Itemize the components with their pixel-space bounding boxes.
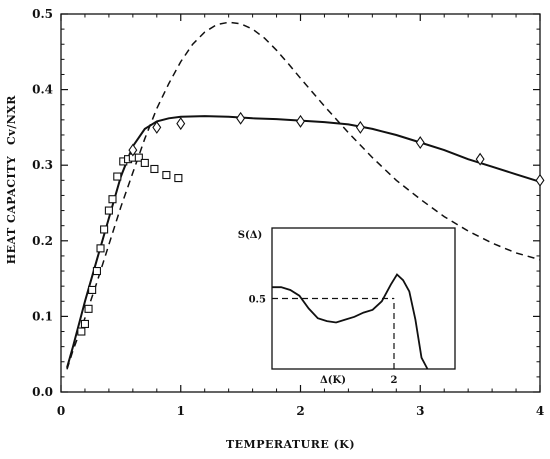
square-data-point — [108, 195, 117, 204]
diamond-data-point — [152, 120, 162, 134]
y-tick-label: 0.2 — [32, 234, 53, 248]
x-tick-label: 1 — [177, 404, 185, 418]
y-tick-label: 0.4 — [32, 83, 53, 97]
inset-y-tick-label: 0.5 — [249, 295, 266, 306]
square-data-point — [77, 327, 86, 336]
main-plot: 0 1 2 3 4 0.0 0.1 0.2 0.3 0.4 0.5 TEMPERATURE (K) HE… — [5, 7, 545, 451]
square-data-point — [174, 174, 183, 183]
square-data-point — [162, 170, 171, 180]
inset-plot: 0.5 2 S(Δ) Δ(K) — [238, 227, 456, 386]
square-data-point — [100, 225, 109, 234]
diamond-data-point — [128, 143, 138, 157]
diamond-data-point — [296, 114, 305, 128]
x-tick-label: 2 — [296, 404, 304, 418]
inset-y-axis-label: S(Δ) — [238, 230, 262, 241]
square-data-point — [80, 319, 89, 329]
square-data-point — [104, 206, 113, 215]
y-tick-label: 0.5 — [32, 7, 53, 21]
square-data-point — [113, 172, 122, 181]
square-data-point — [88, 285, 97, 294]
diamond-data-point — [176, 117, 186, 131]
x-tick-label: 3 — [416, 404, 424, 418]
diamond-data-point — [236, 111, 246, 125]
y-axis-unit-label: Cv/NXR — [5, 95, 18, 145]
x-axis-label: TEMPERATURE (K) — [226, 438, 355, 451]
y-tick-label: 0.1 — [32, 309, 53, 323]
x-tick-label: 4 — [536, 404, 544, 418]
square-data-point — [92, 266, 101, 276]
diamond-data-point — [535, 173, 545, 187]
dashed-theory-curve — [66, 21, 541, 370]
inset-x-tick-label: 2 — [391, 375, 398, 386]
square-data-point — [140, 158, 149, 167]
inset-curve — [272, 273, 429, 370]
diamond-data-point — [475, 152, 485, 166]
y-tick-label: 0.0 — [32, 385, 53, 399]
diamond-data-point — [415, 136, 425, 149]
x-tick-label: 0 — [57, 404, 65, 418]
diamond-data-point — [355, 120, 365, 134]
inset-x-axis-label: Δ(K) — [320, 375, 346, 386]
square-data-point — [84, 304, 93, 313]
square-data-point — [150, 164, 159, 174]
y-axis-label: HEAT CAPACITY — [5, 156, 18, 264]
square-data-point — [134, 153, 143, 162]
y-tick-label: 0.3 — [32, 158, 53, 172]
square-data-point — [96, 244, 105, 253]
